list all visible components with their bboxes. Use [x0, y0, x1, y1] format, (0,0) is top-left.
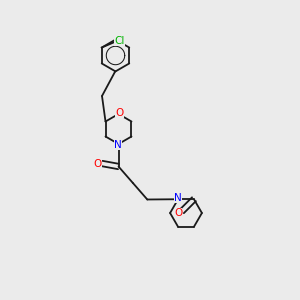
Text: Cl: Cl [114, 36, 124, 46]
Text: O: O [115, 108, 124, 118]
Text: O: O [174, 208, 182, 218]
Text: N: N [114, 140, 122, 150]
Text: N: N [174, 193, 182, 203]
Text: O: O [93, 158, 102, 169]
